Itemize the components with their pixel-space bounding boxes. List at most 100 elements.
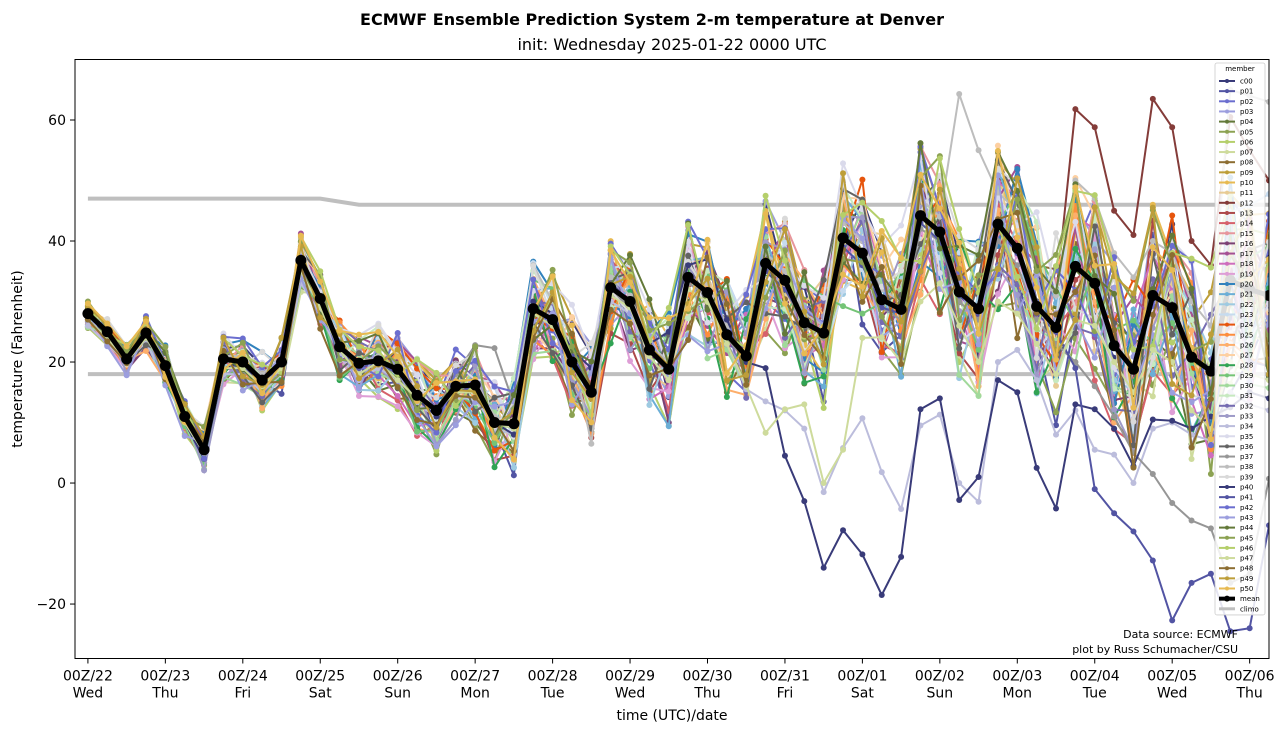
point-p28 xyxy=(743,316,750,323)
point-p44 xyxy=(1053,288,1060,295)
point-p42 xyxy=(1207,442,1214,449)
point-p45 xyxy=(239,339,246,346)
point-p35 xyxy=(840,160,847,167)
point-p19 xyxy=(994,290,1001,297)
point-p34 xyxy=(956,480,963,487)
point-p39 xyxy=(375,322,382,329)
point-p40 xyxy=(936,395,943,402)
point-p34 xyxy=(1091,446,1098,453)
point-p31 xyxy=(1053,377,1060,384)
point-p29 xyxy=(1130,317,1137,324)
point-p49 xyxy=(1091,204,1098,211)
point-p30 xyxy=(704,355,711,362)
point-p50 xyxy=(1169,267,1176,274)
point-p35 xyxy=(1033,209,1040,216)
point-mean xyxy=(217,353,229,365)
point-p40 xyxy=(956,496,963,503)
point-mean xyxy=(430,404,442,416)
point-mean xyxy=(1166,302,1178,314)
point-p34 xyxy=(820,489,827,496)
point-p19 xyxy=(1169,409,1176,416)
legend-marker xyxy=(1225,495,1229,500)
point-p48 xyxy=(801,332,808,339)
legend-marker xyxy=(1225,474,1229,479)
legend-marker xyxy=(1225,160,1229,165)
x-tick-day-label: Thu xyxy=(151,686,178,702)
point-p33 xyxy=(801,369,808,376)
point-p42 xyxy=(472,357,479,364)
point-p14 xyxy=(1091,377,1098,384)
point-p49 xyxy=(840,170,847,177)
point-p50 xyxy=(568,397,575,404)
legend-label: p50 xyxy=(1240,585,1253,593)
point-p34 xyxy=(762,398,769,405)
point-mean xyxy=(1050,322,1062,334)
legend-marker xyxy=(1225,210,1229,215)
point-p48 xyxy=(336,372,343,379)
point-p43 xyxy=(355,385,362,392)
point-mean xyxy=(159,360,171,372)
legend-marker xyxy=(1225,556,1229,561)
legend-entry-p14: p14 xyxy=(1219,220,1254,228)
legend-entry-p07: p07 xyxy=(1219,149,1253,157)
legend-marker xyxy=(1225,170,1229,175)
point-p41 xyxy=(1149,557,1156,564)
point-p42 xyxy=(549,340,556,347)
legend-entry-p47: p47 xyxy=(1219,555,1253,563)
point-p48 xyxy=(743,381,750,388)
legend-entry-p23: p23 xyxy=(1219,311,1253,319)
point-mean xyxy=(372,355,384,367)
legend-marker xyxy=(1225,464,1229,469)
point-p35 xyxy=(801,282,808,289)
point-p46 xyxy=(1053,263,1060,270)
point-p01 xyxy=(510,472,517,479)
point-p48 xyxy=(1149,311,1156,318)
point-p42 xyxy=(743,291,750,298)
x-tick-label: 00Z/26 xyxy=(373,669,423,685)
legend-marker xyxy=(1225,312,1229,317)
legend-label: p10 xyxy=(1240,179,1253,187)
legend-entry-p13: p13 xyxy=(1219,209,1253,217)
legend-label: p06 xyxy=(1240,138,1254,146)
point-p50 xyxy=(956,239,963,246)
point-mean xyxy=(256,374,268,386)
point-p46 xyxy=(665,304,672,311)
point-p39 xyxy=(530,262,537,269)
point-p35 xyxy=(820,294,827,301)
point-p06 xyxy=(820,405,827,412)
legend-entry-p19: p19 xyxy=(1219,270,1253,278)
point-p26 xyxy=(1091,299,1098,306)
point-p34 xyxy=(878,469,885,476)
point-p39 xyxy=(1266,239,1269,246)
point-p43 xyxy=(181,433,188,440)
x-tick-label: 00Z/01 xyxy=(837,669,887,685)
point-p05 xyxy=(568,411,575,418)
point-p12 xyxy=(1149,95,1156,102)
point-p08 xyxy=(472,427,479,434)
point-p34 xyxy=(936,411,943,418)
legend-entry-p02: p02 xyxy=(1219,98,1253,106)
legend-label: p16 xyxy=(1240,240,1254,248)
point-p40 xyxy=(975,473,982,480)
legend-marker xyxy=(1225,434,1229,439)
point-p42 xyxy=(452,368,459,375)
point-p05 xyxy=(1053,409,1060,416)
point-p49 xyxy=(394,346,401,353)
point-p02 xyxy=(452,346,459,353)
point-p26 xyxy=(259,405,266,412)
point-p25 xyxy=(607,319,614,326)
point-p36 xyxy=(1072,329,1079,336)
legend-marker xyxy=(1225,139,1229,144)
point-p50 xyxy=(762,210,769,217)
point-p14 xyxy=(762,330,769,337)
point-p34 xyxy=(84,322,91,329)
point-p36 xyxy=(685,252,692,259)
point-p30 xyxy=(1266,384,1269,391)
legend-marker xyxy=(1225,282,1229,286)
point-p43 xyxy=(104,343,111,350)
point-p44 xyxy=(1169,232,1176,239)
legend-entry-p30: p30 xyxy=(1219,382,1253,390)
point-mean xyxy=(721,329,733,341)
legend-entry-p35: p35 xyxy=(1219,433,1253,441)
point-p47 xyxy=(840,446,847,453)
